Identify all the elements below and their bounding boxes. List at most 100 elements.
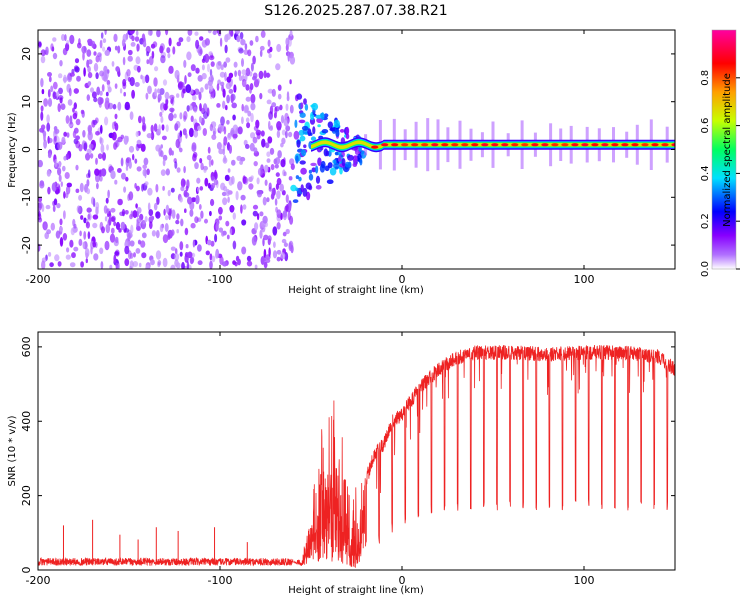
heatmap-cell <box>83 231 87 240</box>
heatmap-cell <box>345 161 351 168</box>
heatmap-cell <box>242 175 246 185</box>
heatmap-cell <box>104 69 108 80</box>
heatmap-cell <box>200 210 204 219</box>
heatmap-cell <box>130 210 134 218</box>
heatmap-cell <box>56 203 61 209</box>
heatmap-cell <box>187 72 192 78</box>
heatmap-cell <box>39 181 45 189</box>
heatmap-cell <box>154 66 159 72</box>
chart-title: S126.2025.287.07.38.R21 <box>264 3 447 19</box>
heatmap-cell <box>114 113 118 120</box>
heatmap-cell <box>199 186 204 191</box>
heatmap-cell <box>151 230 156 237</box>
heatmap-cell <box>127 55 133 62</box>
heatmap-cell <box>41 204 45 213</box>
heatmap-cell <box>101 84 105 92</box>
heatmap-cell <box>184 75 187 84</box>
heatmap-cell <box>80 215 84 220</box>
heatmap-cell <box>651 143 659 147</box>
heatmap-cell <box>330 127 336 132</box>
heatmap-cell <box>109 233 116 243</box>
heatmap-cell <box>170 98 174 105</box>
heatmap-cell <box>220 116 225 126</box>
heatmap-cell <box>204 177 209 187</box>
colorbar-tick-label: 0.6 <box>700 118 711 134</box>
heatmap-cell <box>180 186 185 192</box>
heatmap-cell <box>299 160 306 165</box>
heatmap-cell <box>311 167 317 173</box>
heatmap-cell <box>229 228 233 236</box>
heatmap-cell <box>282 231 287 237</box>
heatmap-cell <box>279 104 283 111</box>
heatmap-cell <box>280 115 285 124</box>
heatmap-cell <box>175 138 180 149</box>
heatmap-cell <box>175 219 180 225</box>
heatmap-cell <box>277 150 282 159</box>
heatmap-cell <box>253 161 258 167</box>
heatmap-cell <box>281 238 287 244</box>
heatmap-cell <box>113 33 118 43</box>
heatmap-cell <box>329 167 337 176</box>
heatmap-cell <box>283 242 288 247</box>
heatmap-cell <box>166 47 171 54</box>
heatmap-cell <box>162 79 168 86</box>
heatmap-cell <box>113 142 118 150</box>
heatmap-cell <box>141 122 147 132</box>
heatmap-cell <box>262 196 267 206</box>
heatmap-cell <box>209 68 213 77</box>
heatmap-cell <box>211 134 217 141</box>
heatmap-cell <box>40 105 44 112</box>
heatmap-cell <box>287 211 291 221</box>
heatmap-cell <box>260 30 266 38</box>
heatmap-cell <box>227 168 231 173</box>
heatmap-cell <box>285 194 289 204</box>
heatmap-cell <box>122 56 126 66</box>
heatmap-cell <box>59 226 63 232</box>
heatmap-cell <box>198 91 202 101</box>
heatmap-cell <box>326 179 334 184</box>
heatmap-cell <box>99 247 104 255</box>
heatmap-cell <box>168 112 174 122</box>
heatmap-cell <box>208 51 213 56</box>
heatmap-cell <box>259 49 263 58</box>
heatmap-cell <box>113 221 117 227</box>
heatmap-cell <box>165 30 169 36</box>
heatmap-cell <box>124 101 130 111</box>
heatmap-cell <box>63 131 68 137</box>
heatmap-cell <box>55 183 61 190</box>
heatmap-cell <box>179 112 183 120</box>
heatmap-cell <box>333 162 340 169</box>
heatmap-cell <box>128 160 132 169</box>
heatmap-cell <box>260 256 265 265</box>
heatmap-cell <box>160 169 166 177</box>
heatmap-cell <box>146 59 150 65</box>
heatmap-cell <box>244 43 248 50</box>
snr-frame <box>37 331 676 571</box>
heatmap-cell <box>117 136 123 143</box>
heatmap-cell <box>194 88 200 95</box>
heatmap-cell <box>125 165 129 171</box>
heatmap-cell <box>259 45 265 51</box>
heatmap-cell <box>249 40 254 46</box>
heatmap-cell <box>79 230 82 237</box>
heatmap-cell <box>57 103 61 113</box>
x-tick-label: -200 <box>26 273 51 286</box>
heatmap-cell <box>181 262 185 269</box>
heatmap-cell <box>285 130 288 139</box>
heatmap-cell <box>661 143 669 147</box>
heatmap-cell <box>134 82 140 87</box>
heatmap-cell <box>292 199 299 204</box>
heatmap-cell <box>218 215 223 221</box>
heatmap-cell <box>162 159 166 167</box>
heatmap-cell <box>267 39 271 47</box>
heatmap-cell <box>263 248 267 258</box>
heatmap-cell <box>117 168 122 173</box>
heatmap-cell <box>174 123 179 131</box>
heatmap-cell <box>145 264 151 269</box>
heatmap-cell <box>333 119 340 128</box>
heatmap-cell <box>171 229 175 236</box>
heatmap-cell <box>172 46 176 55</box>
heatmap-cell <box>246 255 252 262</box>
heatmap-cell <box>276 222 281 230</box>
